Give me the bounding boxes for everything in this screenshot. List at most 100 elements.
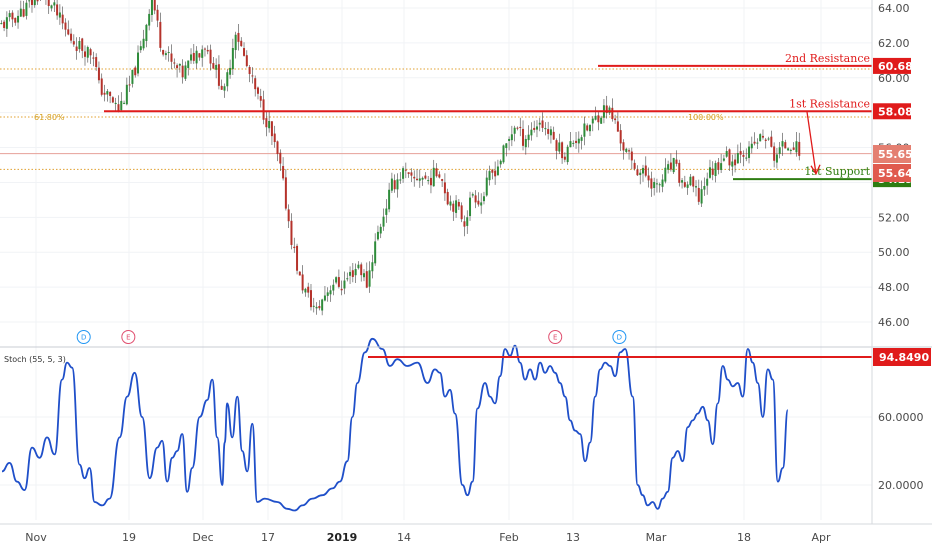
candle-body bbox=[681, 180, 684, 183]
candle-body bbox=[226, 72, 229, 87]
candle-body bbox=[577, 138, 580, 144]
candle-body bbox=[697, 187, 700, 202]
candle-body bbox=[594, 115, 597, 120]
candle-body bbox=[767, 138, 770, 140]
candle-body bbox=[555, 140, 558, 151]
candle-body bbox=[326, 292, 329, 296]
candle-body bbox=[644, 165, 647, 176]
candle-body bbox=[748, 146, 751, 158]
y-tick-label: 48.00 bbox=[878, 281, 910, 294]
candle-body bbox=[374, 241, 377, 264]
candle-body bbox=[600, 117, 603, 124]
price-tag-text: 55.64 bbox=[878, 167, 913, 180]
candle-body bbox=[421, 177, 424, 180]
candle-body bbox=[561, 142, 564, 159]
candle-body bbox=[343, 280, 346, 289]
candle-body bbox=[407, 172, 410, 174]
y-tick-label: 50.00 bbox=[878, 246, 910, 259]
candle-body bbox=[714, 163, 717, 177]
candle-body bbox=[284, 177, 287, 209]
candle-body bbox=[703, 186, 706, 190]
event-marker[interactable] bbox=[121, 330, 136, 344]
candle-body bbox=[78, 40, 81, 50]
candle-body bbox=[97, 67, 100, 81]
candle-body bbox=[655, 183, 658, 185]
candle-body bbox=[775, 154, 778, 163]
x-tick-label: 14 bbox=[397, 531, 411, 544]
candle-body bbox=[293, 246, 296, 249]
event-marker-label: D bbox=[617, 334, 622, 342]
candle-body bbox=[340, 288, 343, 291]
candle-body bbox=[309, 290, 312, 308]
x-tick-label: 18 bbox=[737, 531, 751, 544]
event-marker[interactable] bbox=[76, 330, 91, 344]
candle-body bbox=[686, 184, 689, 188]
candle-body bbox=[441, 179, 444, 181]
candle-body bbox=[519, 126, 522, 128]
candle-body bbox=[139, 46, 142, 51]
candle-body bbox=[220, 85, 223, 90]
event-marker[interactable] bbox=[548, 330, 563, 344]
candle-body bbox=[787, 148, 790, 151]
candle-body bbox=[463, 221, 466, 227]
candle-body bbox=[711, 168, 714, 175]
candle-body bbox=[725, 151, 728, 157]
candle-body bbox=[376, 231, 379, 240]
candle-body bbox=[184, 65, 187, 79]
candle-body bbox=[549, 129, 552, 136]
price-tag bbox=[873, 164, 911, 182]
candle-body bbox=[778, 147, 781, 154]
candle-body bbox=[33, 0, 36, 6]
candle-body bbox=[513, 127, 516, 134]
candle-body bbox=[128, 84, 131, 86]
candle-body bbox=[792, 147, 795, 150]
candle-body bbox=[368, 270, 371, 287]
candle-body bbox=[413, 176, 416, 179]
candle-body bbox=[482, 196, 485, 202]
candle-body bbox=[664, 167, 667, 182]
candle-body bbox=[622, 142, 625, 151]
candle-body bbox=[435, 168, 438, 177]
candle-body bbox=[773, 146, 776, 161]
candle-body bbox=[287, 209, 290, 222]
candle-body bbox=[508, 138, 511, 141]
candle-body bbox=[298, 271, 301, 276]
candle-body bbox=[81, 38, 84, 51]
candle-body bbox=[245, 55, 248, 67]
candle-body bbox=[67, 29, 70, 35]
candle-body bbox=[209, 49, 212, 64]
candle-body bbox=[739, 151, 742, 155]
candle-body bbox=[153, 0, 156, 11]
arrow-shaft bbox=[806, 111, 817, 174]
candle-body bbox=[315, 306, 318, 309]
candle-body bbox=[628, 150, 631, 152]
price-tag bbox=[873, 145, 911, 163]
candle-body bbox=[781, 141, 784, 147]
y-tick-label: 60.00 bbox=[878, 72, 910, 85]
candle-body bbox=[276, 141, 279, 155]
candle-body bbox=[56, 4, 59, 16]
candle-body bbox=[505, 143, 508, 149]
candle-body bbox=[351, 270, 354, 277]
candle-body bbox=[650, 178, 653, 189]
candle-body bbox=[588, 125, 591, 132]
candle-body bbox=[114, 102, 117, 105]
candle-body bbox=[770, 136, 773, 147]
event-marker[interactable] bbox=[612, 330, 627, 344]
candle-body bbox=[22, 9, 25, 17]
candle-body bbox=[736, 153, 739, 164]
candle-body bbox=[215, 64, 218, 70]
candle-body bbox=[11, 12, 14, 20]
candle-body bbox=[575, 140, 578, 144]
support-resistance-lines: 2nd Resistance 1st Resistance 1st Support bbox=[104, 52, 872, 181]
candle-body bbox=[530, 129, 533, 136]
candle-body bbox=[734, 159, 737, 166]
candle-body bbox=[474, 195, 477, 203]
candle-body bbox=[137, 52, 140, 74]
candle-body bbox=[47, 0, 50, 6]
candle-body bbox=[371, 262, 374, 272]
candle-body bbox=[572, 142, 575, 144]
x-tick-label: Dec bbox=[192, 531, 213, 544]
candle-body bbox=[89, 49, 92, 56]
